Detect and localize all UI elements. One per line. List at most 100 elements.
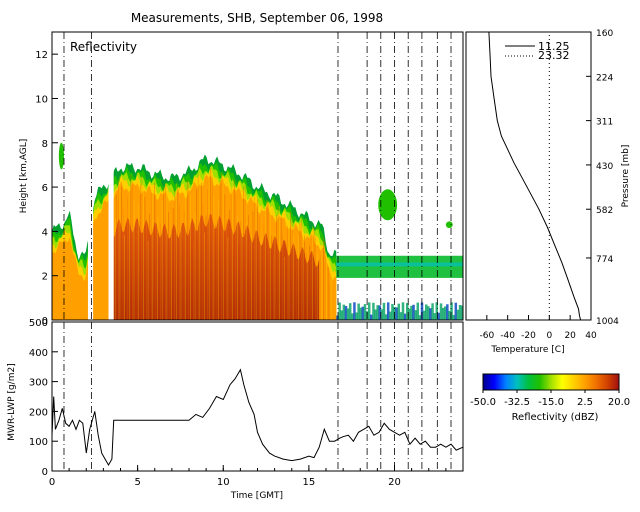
reflectivity-frame	[51, 31, 464, 321]
lwp-panel: 0 100 200 300 400 500 0 5 10 15 20 MWR-LWP [g/m2]…	[7, 318, 464, 501]
temperature-tick-label: -60	[479, 331, 494, 341]
surface-clutter	[429, 308, 432, 320]
pressure-tick-label: 160	[596, 29, 613, 39]
pressure-tick-label: 224	[596, 73, 613, 83]
time-axis-ticks: 0 5 10 15 20	[49, 465, 464, 488]
surface-clutter	[452, 314, 455, 320]
surface-clutter	[374, 309, 377, 320]
surface-clutter	[418, 315, 422, 320]
height-tick-label: 10	[35, 94, 48, 105]
lwp-series-line	[51, 368, 464, 467]
lwp-tick-label: 500	[29, 318, 48, 329]
low-cloud-layer	[336, 255, 463, 278]
surface-clutter	[340, 310, 343, 320]
surface-clutter	[435, 302, 439, 320]
surface-clutter	[441, 307, 445, 320]
temperature-tick-label: 40	[585, 331, 597, 341]
surface-clutter	[338, 302, 341, 320]
pressure-tick-label: 1004	[596, 317, 619, 327]
surface-clutter	[386, 302, 390, 320]
lwp-tick-label: 300	[29, 378, 48, 389]
surface-clutter	[346, 308, 350, 320]
surface-clutter	[359, 307, 363, 320]
surface-clutter	[443, 306, 447, 320]
surface-clutter	[391, 303, 394, 320]
surface-clutter	[372, 302, 375, 320]
reflectivity-panel: Reflectivity Height [km,AGL] 0 2 4 6 8 10 12	[19, 31, 464, 327]
temperature-tick-label: 0	[546, 331, 552, 341]
surface-clutter	[410, 305, 413, 320]
colorbar-tick-label: -15.0	[538, 397, 564, 408]
height-tick-label: 6	[42, 183, 48, 194]
surface-clutter	[401, 302, 405, 320]
temperature-axis-label: Temperature [C]	[490, 345, 564, 355]
lwp-tick-label: 100	[29, 437, 48, 448]
surface-clutter	[446, 304, 449, 320]
temperature-axis-ticks: -60 -40 -20 0 20 40	[479, 315, 597, 341]
height-tick-label: 4	[42, 227, 48, 238]
reflectivity-colorbar: -50.0 -32.5 -15.0 2.5 20.0 Reflectivity (dBZ…	[470, 373, 630, 423]
colorbar-ticks: -50.0 -32.5 -15.0 2.5 20.0	[470, 390, 630, 408]
surface-clutter	[408, 308, 411, 320]
pressure-tick-label: 430	[596, 162, 613, 172]
lwp-tick-label: 0	[42, 467, 48, 478]
surface-clutter	[370, 314, 373, 320]
surface-clutter	[376, 305, 379, 320]
height-tick-label: 0	[42, 316, 48, 327]
time-tick-label: 10	[217, 477, 230, 488]
lwp-markers	[63, 322, 452, 471]
colorbar-label: Reflectivity (dBZ)	[512, 412, 599, 423]
lwp-tick-label: 400	[29, 348, 48, 359]
time-tick-label: 5	[134, 477, 140, 488]
temperature-panel: 11.25 23.32 -60 -40 -20 0 20 40 160 224 311 430 5…	[465, 29, 631, 355]
height-axis-ticks: 0 2 4 6 8 10 12	[35, 50, 58, 327]
surface-clutter	[395, 307, 398, 320]
surface-clutter	[384, 314, 388, 320]
height-tick-label: 8	[42, 139, 48, 150]
pressure-tick-label: 774	[596, 255, 613, 265]
reflectivity-panel-label: Reflectivity	[70, 40, 137, 54]
temperature-frame	[465, 31, 592, 321]
pressure-axis-label: Pressure [mb]	[621, 145, 631, 208]
height-axis-label: Height [km,AGL]	[19, 139, 29, 213]
surface-clutter	[422, 310, 426, 320]
surface-clutter	[437, 312, 441, 320]
pressure-tick-label: 311	[596, 118, 613, 128]
temperature-series	[488, 31, 582, 321]
colorbar-tick-label: -50.0	[470, 397, 496, 408]
surface-clutter	[348, 303, 352, 320]
surface-clutter	[424, 304, 428, 320]
surface-clutter	[382, 302, 386, 320]
surface-clutter	[416, 302, 420, 320]
pressure-tick-label: 582	[596, 206, 613, 216]
surface-clutter	[336, 315, 339, 320]
time-tick-label: 0	[49, 477, 55, 488]
surface-clutter	[431, 303, 434, 320]
surface-clutter	[458, 304, 462, 320]
colorbar-gradient	[482, 373, 620, 391]
lwp-tick-label: 200	[29, 407, 48, 418]
surface-clutter	[456, 309, 460, 320]
temperature-series-solid	[488, 31, 582, 321]
legend-label-11-25: 11.25	[538, 40, 570, 53]
surface-clutter	[389, 311, 392, 320]
surface-clutter	[427, 306, 430, 320]
cloud-blob	[378, 189, 398, 221]
surface-clutter	[355, 312, 358, 320]
data-gap	[108, 32, 114, 320]
legend-label-23-32: 23.32	[538, 49, 570, 62]
surface-clutter	[351, 313, 354, 320]
surface-clutter	[414, 310, 417, 320]
time-tick-label: 20	[388, 477, 401, 488]
temperature-tick-label: 20	[564, 331, 576, 341]
colorbar-tick-label: 2.5	[577, 397, 593, 408]
surface-clutter	[405, 303, 409, 320]
surface-clutter	[397, 303, 401, 320]
surface-clutter	[460, 305, 463, 320]
surface-clutter	[363, 304, 367, 320]
data-gap	[87, 32, 94, 320]
surface-clutter	[342, 304, 346, 320]
surface-clutter	[412, 304, 415, 320]
surface-clutter	[399, 312, 403, 320]
surface-clutter	[367, 302, 371, 320]
